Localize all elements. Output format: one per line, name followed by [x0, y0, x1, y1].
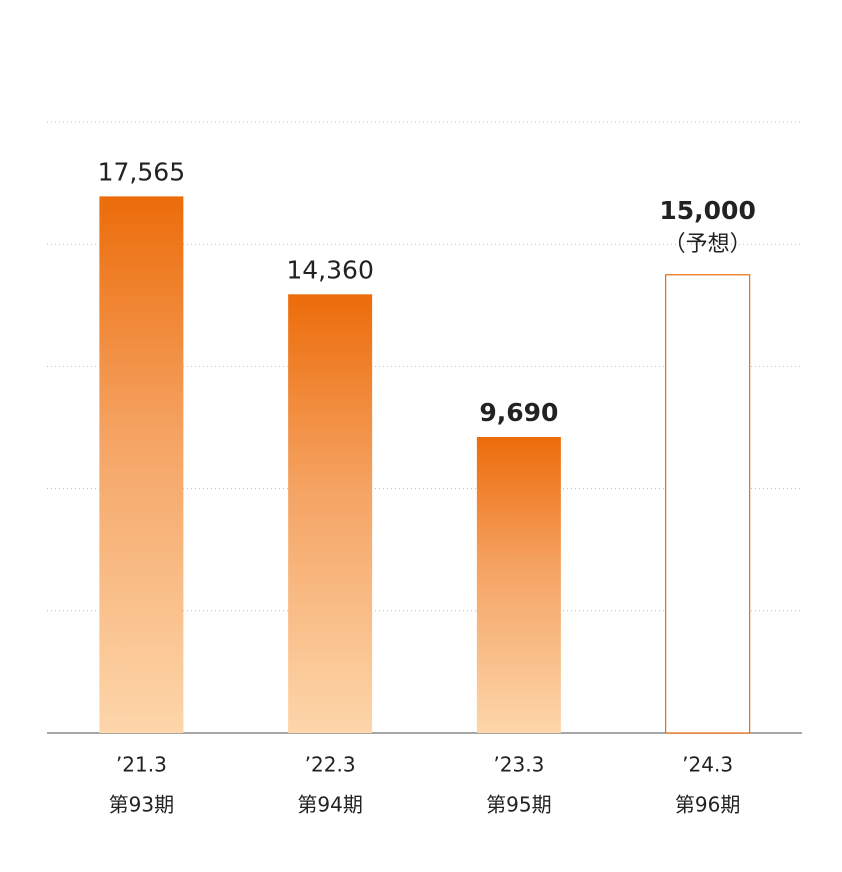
bar [476, 436, 561, 733]
period-label: 第95期 [486, 793, 551, 817]
bar [99, 196, 184, 733]
value-label: 14,360 [286, 255, 373, 284]
period-label: 第93期 [109, 793, 174, 817]
annotation: （予想） [664, 232, 752, 257]
x-tick-label: ’24.3 [682, 753, 733, 777]
value-label: 15,000 [659, 196, 755, 225]
bar [288, 294, 373, 733]
x-tick-label: ’23.3 [493, 753, 544, 777]
value-label: 9,690 [479, 398, 558, 427]
x-tick-label: ’22.3 [305, 753, 356, 777]
period-label: 第96期 [675, 793, 740, 817]
bar [665, 274, 751, 734]
value-label: 17,565 [98, 157, 185, 186]
period-label: 第94期 [297, 793, 362, 817]
x-tick-label: ’21.3 [116, 753, 167, 777]
